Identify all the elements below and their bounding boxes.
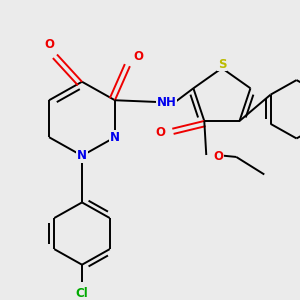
Text: O: O	[213, 150, 223, 164]
Text: S: S	[218, 58, 226, 71]
Text: O: O	[133, 50, 143, 63]
Text: O: O	[44, 38, 54, 51]
Text: N: N	[77, 149, 87, 162]
Text: Cl: Cl	[76, 287, 88, 300]
Text: NH: NH	[157, 96, 177, 109]
Text: N: N	[110, 131, 120, 144]
Text: O: O	[155, 126, 165, 139]
